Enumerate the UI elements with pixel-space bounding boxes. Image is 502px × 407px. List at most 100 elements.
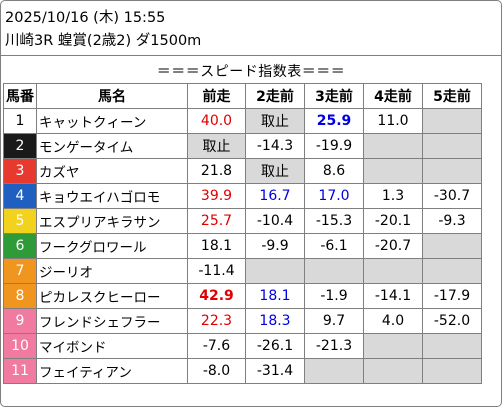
- speed-index-cell: 取止: [245, 108, 305, 134]
- col-header-2back: 2走前: [245, 83, 305, 109]
- speed-index-cell: 取止: [187, 133, 246, 159]
- speed-index-table: 馬番 馬名 前走 2走前 3走前 4走前 5走前 1 キャットクィーン 40.0 取止…: [3, 83, 482, 384]
- table-row: 8 ピカレスクヒーロー 42.9 18.1 -1.9 -14.1 -17.9: [3, 283, 482, 309]
- speed-index-cell: -7.6: [187, 333, 246, 359]
- speed-index-cell: 18.3: [245, 308, 305, 334]
- horse-number: 3: [3, 158, 37, 184]
- horse-name: ピカレスクヒーロー: [36, 283, 188, 309]
- horse-number: 6: [3, 233, 37, 259]
- divider: [1, 55, 501, 56]
- table-row: 1 キャットクィーン 40.0 取止 25.9 11.0: [3, 108, 482, 134]
- speed-index-cell: 22.3: [187, 308, 246, 334]
- speed-index-cell: -8.0: [187, 358, 246, 384]
- col-header-last: 前走: [187, 83, 246, 109]
- horse-number: 9: [3, 308, 37, 334]
- table-row: 9 フレンドシェフラー 22.3 18.3 9.7 4.0 -52.0: [3, 308, 482, 334]
- col-header-5back: 5走前: [422, 83, 482, 109]
- horse-name: マイボンド: [36, 333, 188, 359]
- horse-number: 2: [3, 133, 37, 159]
- speed-index-cell: 取止: [245, 158, 305, 184]
- horse-number: 7: [3, 258, 37, 284]
- speed-index-cell: -15.3: [304, 208, 364, 234]
- col-header-name: 馬名: [36, 83, 188, 109]
- speed-index-cell: 9.7: [304, 308, 364, 334]
- speed-index-cell: 25.7: [187, 208, 246, 234]
- speed-index-cell: [304, 358, 364, 384]
- speed-index-cell: -31.4: [245, 358, 305, 384]
- speed-index-cell: [363, 358, 423, 384]
- horse-number: 10: [3, 333, 37, 359]
- speed-index-cell: [422, 133, 482, 159]
- speed-index-cell: 18.1: [187, 233, 246, 259]
- speed-index-cell: 18.1: [245, 283, 305, 309]
- speed-index-cell: -9.9: [245, 233, 305, 259]
- speed-index-cell: 8.6: [304, 158, 364, 184]
- horse-name: エスプリアキラサン: [36, 208, 188, 234]
- speed-index-cell: 17.0: [304, 183, 364, 209]
- speed-index-cell: 16.7: [245, 183, 305, 209]
- speed-index-cell: -11.4: [187, 258, 246, 284]
- speed-index-cell: -26.1: [245, 333, 305, 359]
- table-row: 3 カズヤ 21.8 取止 8.6: [3, 158, 482, 184]
- horse-number: 8: [3, 283, 37, 309]
- horse-name: モンゲータイム: [36, 133, 188, 159]
- speed-index-cell: -20.7: [363, 233, 423, 259]
- race-title: 川崎3R 蝗賞(2歳2) ダ1500m: [5, 33, 202, 49]
- speed-index-cell: [422, 158, 482, 184]
- speed-index-cell: -10.4: [245, 208, 305, 234]
- race-datetime: 2025/10/16 (木) 15:55: [5, 10, 166, 26]
- table-row: 4 キョウエイハゴロモ 39.9 16.7 17.0 1.3 -30.7: [3, 183, 482, 209]
- horse-number: 1: [3, 108, 37, 134]
- speed-index-cell: -6.1: [304, 233, 364, 259]
- speed-index-cell: -20.1: [363, 208, 423, 234]
- table-header-row: 馬番 馬名 前走 2走前 3走前 4走前 5走前: [3, 83, 482, 109]
- col-header-4back: 4走前: [363, 83, 423, 109]
- speed-index-cell: 21.8: [187, 158, 246, 184]
- speed-index-cell: 42.9: [187, 283, 246, 309]
- speed-index-cell: [363, 333, 423, 359]
- horse-number: 11: [3, 358, 37, 384]
- table-row: 2 モンゲータイム 取止 -14.3 -19.9: [3, 133, 482, 159]
- table-row: 6 フークグロワール 18.1 -9.9 -6.1 -20.7: [3, 233, 482, 259]
- speed-index-cell: [422, 108, 482, 134]
- speed-index-cell: 11.0: [363, 108, 423, 134]
- col-header-3back: 3走前: [304, 83, 364, 109]
- speed-index-cell: [363, 158, 423, 184]
- col-header-number: 馬番: [3, 83, 37, 109]
- horse-name: カズヤ: [36, 158, 188, 184]
- speed-index-cell: -17.9: [422, 283, 482, 309]
- horse-name: キャットクィーン: [36, 108, 188, 134]
- speed-index-cell: -14.3: [245, 133, 305, 159]
- table-row: 10 マイボンド -7.6 -26.1 -21.3: [3, 333, 482, 359]
- horse-number: 5: [3, 208, 37, 234]
- speed-index-cell: 25.9: [304, 108, 364, 134]
- speed-index-cell: -52.0: [422, 308, 482, 334]
- speed-index-cell: [422, 258, 482, 284]
- speed-index-cell: -9.3: [422, 208, 482, 234]
- speed-index-cell: [363, 133, 423, 159]
- speed-index-cell: [245, 258, 305, 284]
- speed-index-cell: -14.1: [363, 283, 423, 309]
- speed-index-cell: -30.7: [422, 183, 482, 209]
- horse-number: 4: [3, 183, 37, 209]
- speed-index-cell: 40.0: [187, 108, 246, 134]
- speed-index-cell: [422, 233, 482, 259]
- table-row: 7 ジーリオ -11.4: [3, 258, 482, 284]
- speed-index-cell: -19.9: [304, 133, 364, 159]
- speed-index-cell: [363, 258, 423, 284]
- horse-name: フークグロワール: [36, 233, 188, 259]
- speed-index-cell: [304, 258, 364, 284]
- speed-index-cell: [422, 333, 482, 359]
- speed-index-cell: [422, 358, 482, 384]
- speed-index-cell: 1.3: [363, 183, 423, 209]
- table-banner: ＝＝＝スピード指数表＝＝＝: [156, 64, 346, 80]
- horse-name: フレンドシェフラー: [36, 308, 188, 334]
- speed-index-cell: -21.3: [304, 333, 364, 359]
- speed-index-cell: 4.0: [363, 308, 423, 334]
- horse-name: キョウエイハゴロモ: [36, 183, 188, 209]
- table-row: 11 フェイティアン -8.0 -31.4: [3, 358, 482, 384]
- speed-index-cell: -1.9: [304, 283, 364, 309]
- horse-name: ジーリオ: [36, 258, 188, 284]
- horse-name: フェイティアン: [36, 358, 188, 384]
